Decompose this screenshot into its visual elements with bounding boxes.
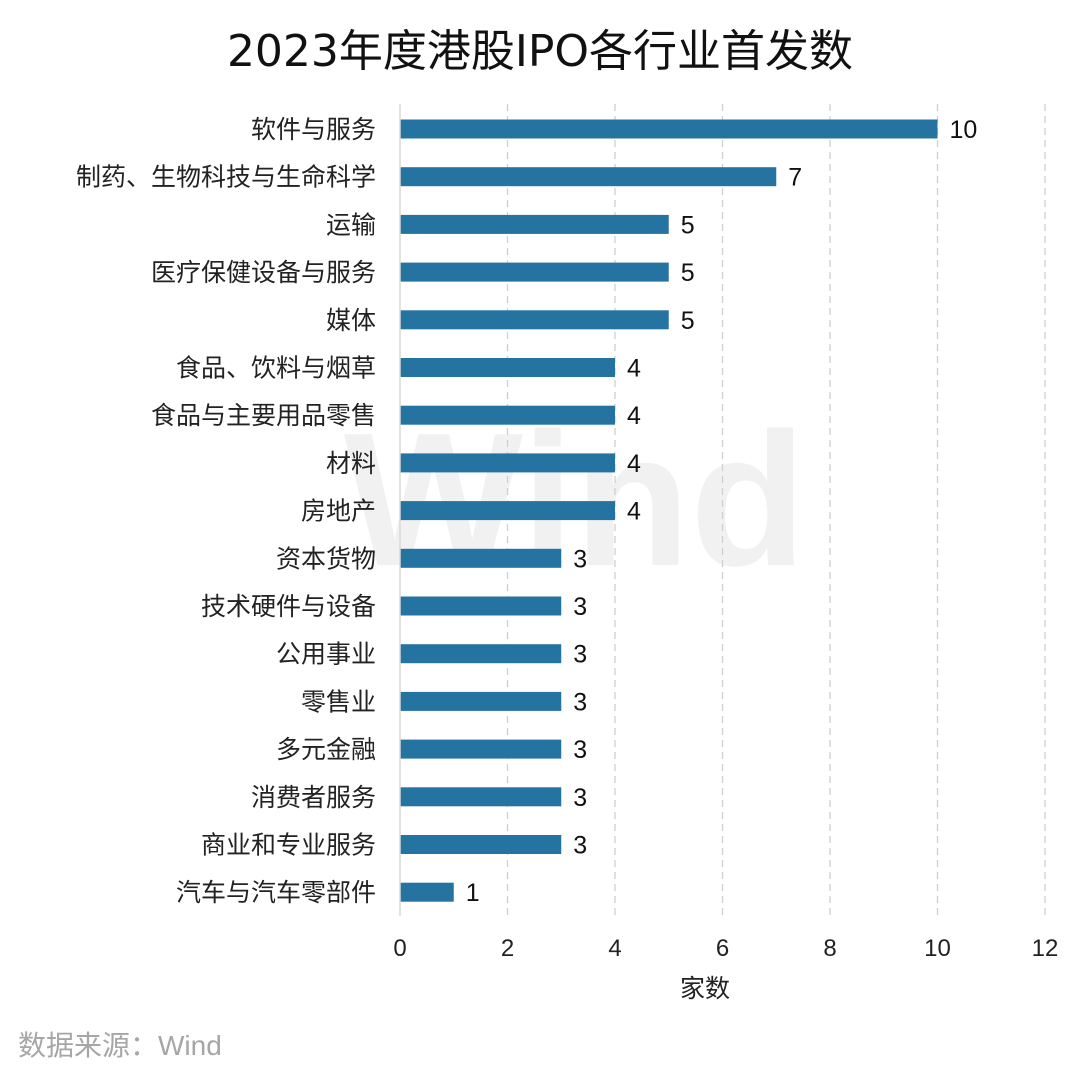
value-label: 5: [681, 211, 695, 239]
bar: [400, 501, 615, 521]
value-label: 5: [681, 307, 695, 335]
x-tick-label: 2: [501, 935, 514, 962]
bar: [400, 739, 562, 759]
category-label: 食品与主要用品零售: [151, 401, 376, 430]
value-label: 5: [681, 259, 695, 287]
category-label: 软件与服务: [251, 115, 376, 144]
value-label: 3: [573, 641, 587, 669]
value-label: 4: [627, 450, 641, 478]
bar: [400, 691, 562, 711]
x-axis-ticks: 0 2 4 6 8 10 12: [393, 935, 1058, 962]
value-label: 4: [627, 402, 641, 430]
category-label: 零售业: [301, 687, 376, 716]
value-label: 7: [788, 164, 802, 192]
x-tick-label: 8: [823, 935, 836, 962]
category-label: 多元金融: [276, 735, 376, 764]
value-label: 3: [573, 688, 587, 716]
x-tick-label: 6: [716, 935, 729, 962]
bar: [400, 405, 615, 425]
bar: [400, 358, 615, 377]
value-label: 3: [573, 545, 587, 573]
category-labels: 软件与服务制药、生物科技与生命科学运输医疗保健设备与服务媒体食品、饮料与烟草食品…: [76, 115, 376, 907]
x-tick-label: 12: [1032, 935, 1059, 962]
value-labels: 10 7 5 5 5 4 4 4 4 3 3 3 3 3 3 3 1: [466, 116, 978, 907]
category-label: 资本货物: [276, 544, 376, 573]
bar: [400, 453, 615, 473]
value-label: 3: [573, 832, 587, 860]
category-label: 汽车与汽车零部件: [176, 878, 376, 907]
chart-title: 2023年度港股IPO各行业首发数: [227, 26, 853, 77]
bar: [400, 262, 669, 282]
bar: [400, 548, 562, 568]
gridlines: [506, 104, 1046, 916]
bar: [400, 787, 562, 807]
bar: [400, 119, 938, 139]
category-label: 公用事业: [276, 640, 376, 669]
category-label: 媒体: [326, 306, 376, 335]
value-label: 3: [573, 784, 587, 812]
category-label: 技术硬件与设备: [201, 592, 376, 621]
value-label: 3: [573, 593, 587, 621]
category-label: 商业和专业服务: [201, 831, 376, 860]
bar: [400, 596, 562, 616]
value-label: 1: [466, 879, 480, 907]
bar: [400, 882, 454, 902]
x-tick-label: 4: [608, 935, 621, 962]
watermark-logo: Wind: [344, 394, 807, 606]
category-label: 材料: [326, 449, 376, 478]
category-label: 房地产: [301, 497, 376, 526]
category-label: 医疗保健设备与服务: [151, 258, 376, 287]
value-label: 10: [950, 116, 978, 144]
x-axis-label: 家数: [680, 974, 730, 1003]
value-label: 4: [627, 498, 641, 526]
bar: [400, 835, 562, 854]
bar: [400, 644, 562, 664]
x-tick-label: 0: [393, 935, 406, 962]
category-label: 制药、生物科技与生命科学: [76, 163, 376, 192]
category-label: 食品、饮料与烟草: [176, 354, 376, 383]
source-note: 数据来源：Wind: [18, 1030, 222, 1061]
x-tick-label: 10: [924, 935, 951, 962]
category-label: 消费者服务: [251, 783, 376, 812]
value-label: 4: [627, 355, 641, 383]
bar: [400, 214, 669, 234]
value-label: 3: [573, 736, 587, 764]
bars: [400, 119, 938, 902]
category-label: 运输: [326, 210, 376, 239]
bar: [400, 310, 669, 330]
bar: [400, 167, 777, 187]
